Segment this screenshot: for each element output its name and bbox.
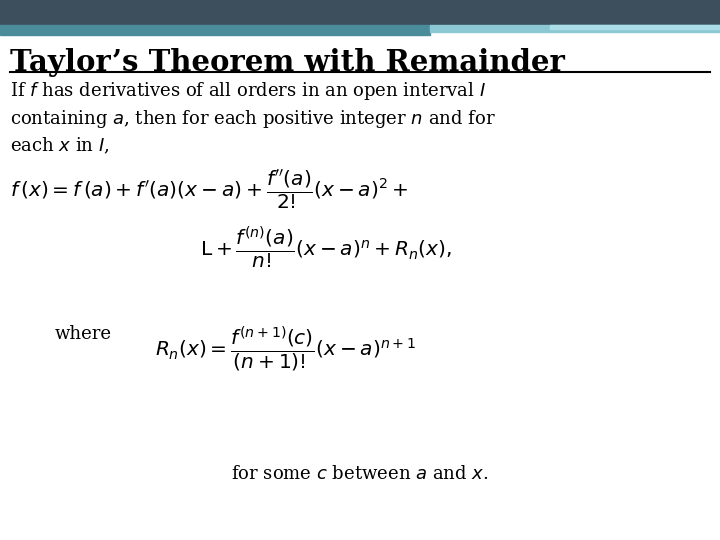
Bar — [0, 25, 430, 35]
Text: each $x$ in $I$,: each $x$ in $I$, — [10, 136, 109, 156]
Bar — [0, 0, 720, 25]
Text: for some $c$ between $a$ and $x$.: for some $c$ between $a$ and $x$. — [231, 465, 489, 483]
Bar — [550, 25, 720, 29]
Text: containing $a$, then for each positive integer $n$ and for: containing $a$, then for each positive i… — [10, 108, 496, 130]
Bar — [430, 25, 720, 32]
Text: $R_n(x)=\dfrac{f^{(n+1)}(c)}{(n+1)!}(x-a)^{n+1}$: $R_n(x)=\dfrac{f^{(n+1)}(c)}{(n+1)!}(x-a… — [155, 325, 416, 375]
Text: $\mathrm{L} +\dfrac{f^{(n)}(a)}{n!}(x-a)^n + R_n(x),$: $\mathrm{L} +\dfrac{f^{(n)}(a)}{n!}(x-a)… — [200, 225, 452, 272]
Text: If $f$ has derivatives of all orders in an open interval $I$: If $f$ has derivatives of all orders in … — [10, 80, 486, 102]
Text: where: where — [55, 325, 112, 343]
Text: Taylor’s Theorem with Remainder: Taylor’s Theorem with Remainder — [10, 48, 565, 77]
Text: $f\,(x)= f\,(a)+ f'(a)(x-a)+\dfrac{f''(a)}{2!}(x-a)^2 +$: $f\,(x)= f\,(a)+ f'(a)(x-a)+\dfrac{f''(a… — [10, 168, 408, 211]
